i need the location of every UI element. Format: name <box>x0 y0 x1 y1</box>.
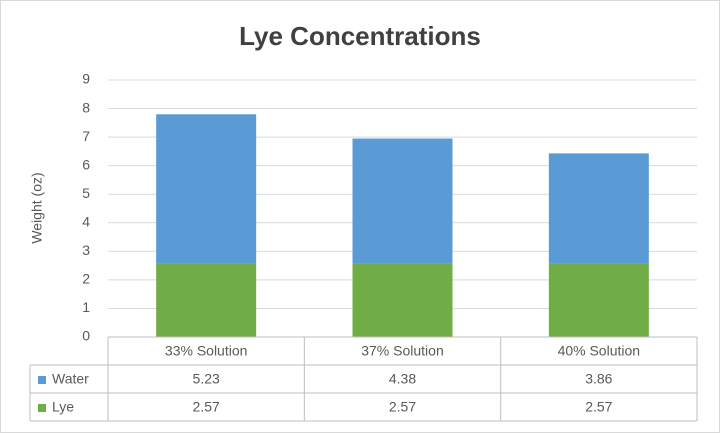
y-tick-label: 9 <box>82 71 90 87</box>
chart-title: Lye Concentrations <box>239 21 481 51</box>
y-tick-label: 5 <box>82 185 90 201</box>
y-tick-label: 2 <box>82 271 90 287</box>
y-tick-label: 8 <box>82 99 90 115</box>
x-tick-label: 33% Solution <box>165 343 248 359</box>
bar-segment <box>352 263 453 337</box>
y-tick-label: 7 <box>82 128 90 144</box>
data-table-value: 2.57 <box>193 399 220 415</box>
bar-segment <box>352 138 453 264</box>
y-tick-label: 3 <box>82 242 90 258</box>
data-table-value: 5.23 <box>193 371 220 387</box>
data-table-value: 2.57 <box>585 399 612 415</box>
legend-swatch <box>38 404 46 412</box>
bar-segment <box>548 263 649 337</box>
x-tick-label: 40% Solution <box>558 343 641 359</box>
y-axis-label: Weight (oz) <box>29 172 45 243</box>
y-tick-label: 1 <box>82 299 90 315</box>
x-tick-label: 37% Solution <box>361 343 444 359</box>
bar-segment <box>548 153 649 264</box>
data-table-value: 2.57 <box>389 399 416 415</box>
bar-segment <box>156 114 257 264</box>
data-table-value: 3.86 <box>585 371 612 387</box>
y-tick-label: 0 <box>82 328 90 344</box>
data-table-value: 4.38 <box>389 371 416 387</box>
y-tick-label: 4 <box>82 213 90 229</box>
legend-label: Water <box>52 371 89 387</box>
legend-swatch <box>38 376 46 384</box>
bar-segment <box>156 263 257 337</box>
legend-label: Lye <box>52 399 74 415</box>
y-tick-label: 6 <box>82 156 90 172</box>
